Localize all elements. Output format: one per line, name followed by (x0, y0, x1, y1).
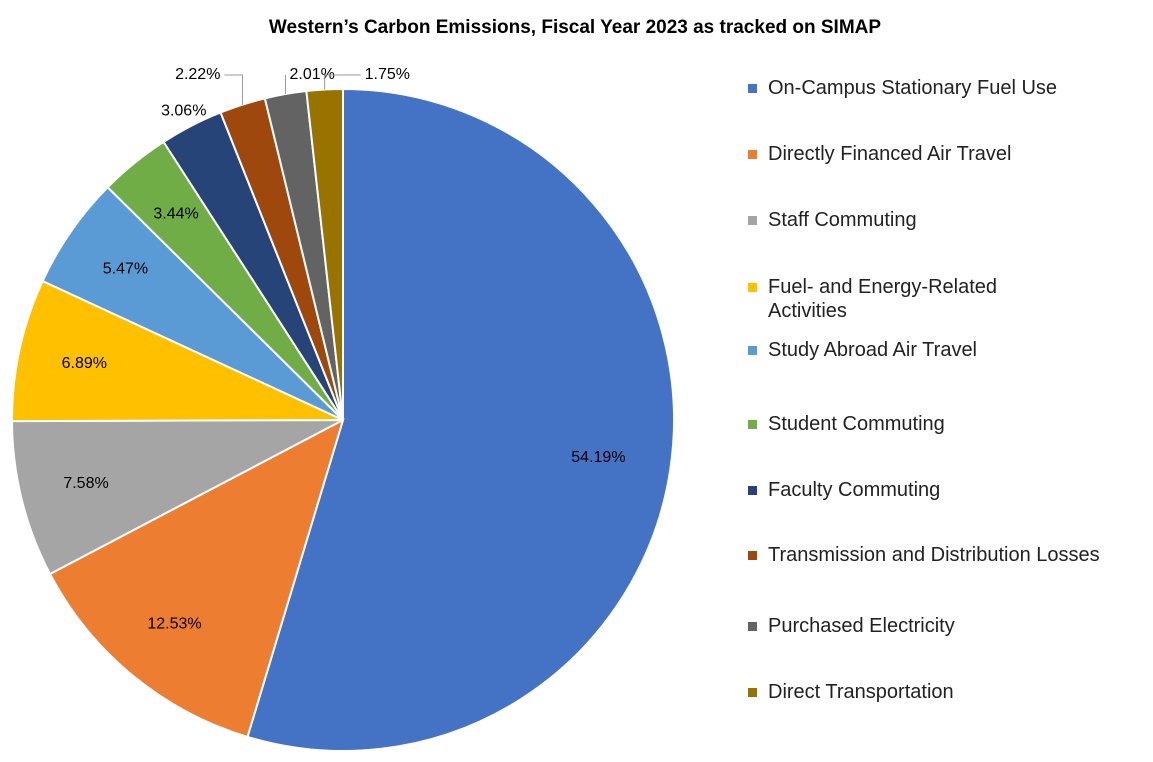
legend-swatch (748, 84, 757, 93)
pie-slice (48, 418, 345, 739)
leader-line (224, 74, 243, 105)
pie-slice (11, 279, 344, 423)
data-label: 7.58% (63, 475, 108, 492)
data-label: 54.19% (571, 449, 625, 466)
legend-swatch (748, 622, 757, 631)
data-label: 2.22% (175, 66, 220, 83)
leader-line (324, 74, 361, 90)
legend-label: Staff Commuting (768, 209, 917, 231)
legend-label: Student Commuting (768, 413, 945, 435)
chart-title: Western’s Carbon Emissions, Fiscal Year … (269, 17, 881, 38)
legend-swatch (748, 283, 757, 292)
legend-label: Fuel- and Energy-Related Activities (768, 276, 998, 322)
data-label: 2.01% (289, 66, 334, 83)
legend-swatch (748, 420, 757, 429)
legend-label: On-Campus Stationary Fuel Use (768, 77, 1058, 99)
legend-swatch (748, 486, 757, 495)
legend-label: Faculty Commuting (768, 479, 941, 501)
data-label: 6.89% (62, 355, 107, 372)
legend-label: Study Abroad Air Travel (768, 339, 978, 361)
pie-slice (246, 87, 675, 752)
data-label: 1.75% (365, 66, 410, 83)
legend-swatch (748, 216, 757, 225)
legend-label: Transmission and Distribution Losses (768, 544, 1100, 566)
data-label: 5.47% (103, 260, 148, 277)
legend-swatch (748, 150, 757, 159)
data-label: 12.53% (147, 615, 201, 632)
legend-swatch (748, 688, 757, 697)
pie-slice (10, 419, 344, 576)
legend-swatch (748, 551, 757, 560)
legend-label: Directly Financed Air Travel (768, 143, 1012, 165)
data-label: 3.06% (161, 102, 206, 119)
data-label: 3.44% (153, 206, 198, 223)
legend-label: Purchased Electricity (768, 615, 955, 637)
legend-swatch (748, 346, 757, 355)
legend-label: Direct Transportation (768, 681, 954, 703)
